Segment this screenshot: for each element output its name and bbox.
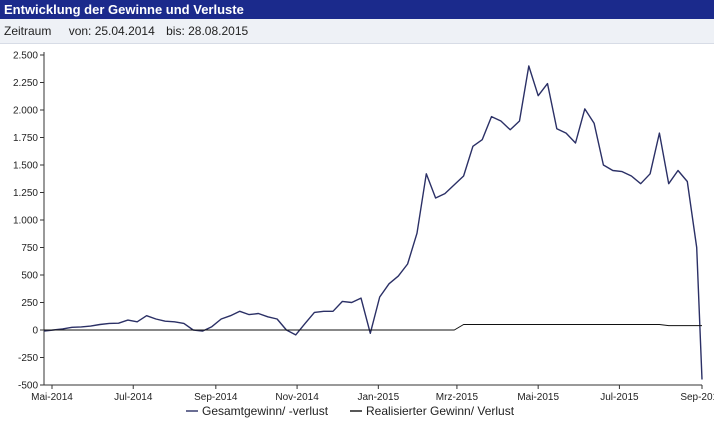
y-tick-label: 250 bbox=[21, 298, 38, 309]
legend-item-realized: Realisierter Gewinn/ Verlust bbox=[366, 404, 515, 418]
y-tick-label: 1.000 bbox=[13, 216, 38, 227]
period-filter-bar: Zeitraum von: 25.04.2014 bis: 28.08.2015 bbox=[0, 19, 714, 44]
chart-title: Entwicklung der Gewinne und Verluste bbox=[4, 2, 244, 17]
x-tick-label: Jul-2014 bbox=[114, 392, 153, 403]
y-tick-label: 2.000 bbox=[13, 106, 38, 117]
period-from: von: 25.04.2014 bbox=[68, 24, 155, 38]
x-tick-label: Mrz-2015 bbox=[436, 392, 479, 403]
x-tick-label: Mai-2014 bbox=[31, 392, 73, 403]
y-axis-ticks: -500 -250 0 250 500 750 1.000 1.250 1.500 1.750 2.… bbox=[13, 51, 44, 392]
y-tick-label: 750 bbox=[21, 243, 38, 254]
series-total-line bbox=[43, 65, 703, 380]
chart-legend: Gesamtgewinn/ -verlust Realisierter Gewin… bbox=[186, 404, 515, 418]
x-tick-label: Sep-2015 bbox=[680, 392, 714, 403]
series-realized-line bbox=[44, 324, 702, 331]
y-tick-label: 2.500 bbox=[13, 51, 38, 62]
x-axis-ticks: Mai-2014 Jul-2014 Sep-2014 Nov-2014 Jan-2015… bbox=[31, 385, 714, 403]
chart-title-bar: Entwicklung der Gewinne und Verluste bbox=[0, 0, 714, 19]
y-tick-label: 0 bbox=[32, 326, 38, 337]
y-tick-label: 1.500 bbox=[13, 161, 38, 172]
y-tick-label: 2.250 bbox=[13, 78, 38, 89]
y-tick-label: 500 bbox=[21, 271, 38, 282]
y-tick-label: 1.250 bbox=[13, 188, 38, 199]
x-tick-label: Nov-2014 bbox=[275, 392, 319, 403]
y-tick-label: -250 bbox=[18, 353, 38, 364]
y-tick-label: -500 bbox=[18, 381, 38, 392]
x-tick-label: Sep-2014 bbox=[194, 392, 238, 403]
period-label: Zeitraum bbox=[4, 24, 52, 38]
x-tick-label: Jan-2015 bbox=[357, 392, 399, 403]
series-lines bbox=[43, 65, 703, 380]
legend-item-total: Gesamtgewinn/ -verlust bbox=[202, 404, 329, 418]
y-tick-label: 1.750 bbox=[13, 133, 38, 144]
x-tick-label: Jul-2015 bbox=[600, 392, 639, 403]
x-tick-label: Mai-2015 bbox=[517, 392, 559, 403]
period-to: bis: 28.08.2015 bbox=[166, 24, 249, 38]
